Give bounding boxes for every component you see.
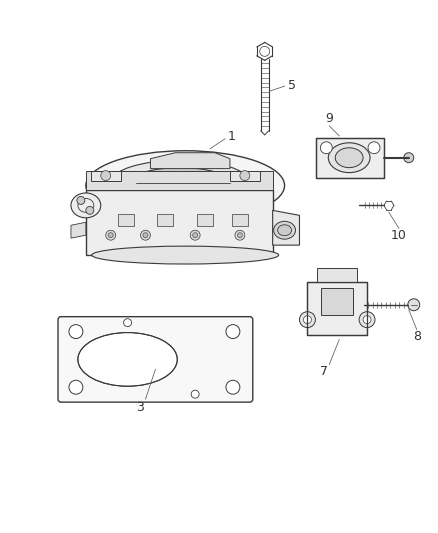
Ellipse shape — [131, 168, 230, 197]
Circle shape — [404, 153, 414, 163]
Polygon shape — [318, 268, 357, 282]
Text: 10: 10 — [391, 229, 407, 241]
Polygon shape — [273, 211, 300, 245]
Polygon shape — [86, 190, 273, 255]
Bar — [157, 214, 173, 226]
Bar — [197, 214, 213, 226]
Circle shape — [235, 230, 245, 240]
Circle shape — [86, 206, 94, 214]
Circle shape — [77, 197, 85, 204]
Circle shape — [143, 233, 148, 238]
Polygon shape — [150, 153, 230, 168]
Circle shape — [363, 316, 371, 324]
Polygon shape — [230, 171, 260, 181]
Bar — [232, 214, 248, 226]
Polygon shape — [71, 222, 86, 238]
Circle shape — [359, 312, 375, 328]
Circle shape — [141, 230, 150, 240]
FancyBboxPatch shape — [58, 317, 253, 402]
Circle shape — [69, 325, 83, 338]
Bar — [118, 214, 134, 226]
Circle shape — [124, 319, 131, 327]
Circle shape — [226, 380, 240, 394]
Circle shape — [190, 230, 200, 240]
Circle shape — [191, 390, 199, 398]
Polygon shape — [307, 282, 367, 335]
Circle shape — [237, 233, 242, 238]
Ellipse shape — [274, 221, 296, 239]
Ellipse shape — [88, 336, 173, 383]
Ellipse shape — [111, 160, 250, 205]
Text: 1: 1 — [228, 131, 236, 143]
Polygon shape — [91, 171, 120, 181]
Text: 5: 5 — [288, 79, 296, 92]
Ellipse shape — [328, 143, 370, 173]
Polygon shape — [86, 171, 273, 190]
Ellipse shape — [92, 246, 279, 264]
Ellipse shape — [278, 225, 292, 236]
Circle shape — [69, 380, 83, 394]
Circle shape — [304, 316, 311, 324]
Circle shape — [226, 325, 240, 338]
Circle shape — [193, 233, 198, 238]
Ellipse shape — [335, 148, 363, 168]
Ellipse shape — [86, 151, 285, 220]
Ellipse shape — [78, 333, 177, 386]
Circle shape — [101, 171, 111, 181]
Text: 9: 9 — [325, 112, 333, 125]
Circle shape — [300, 312, 315, 328]
Polygon shape — [321, 288, 353, 314]
Circle shape — [108, 233, 113, 238]
Ellipse shape — [96, 342, 165, 377]
Ellipse shape — [71, 193, 101, 218]
Circle shape — [408, 299, 420, 311]
Circle shape — [368, 142, 380, 154]
Circle shape — [240, 171, 250, 181]
Text: 3: 3 — [137, 401, 145, 414]
Circle shape — [106, 230, 116, 240]
Polygon shape — [316, 138, 384, 177]
Text: 7: 7 — [320, 365, 328, 378]
Circle shape — [320, 142, 332, 154]
Text: 8: 8 — [413, 330, 421, 343]
